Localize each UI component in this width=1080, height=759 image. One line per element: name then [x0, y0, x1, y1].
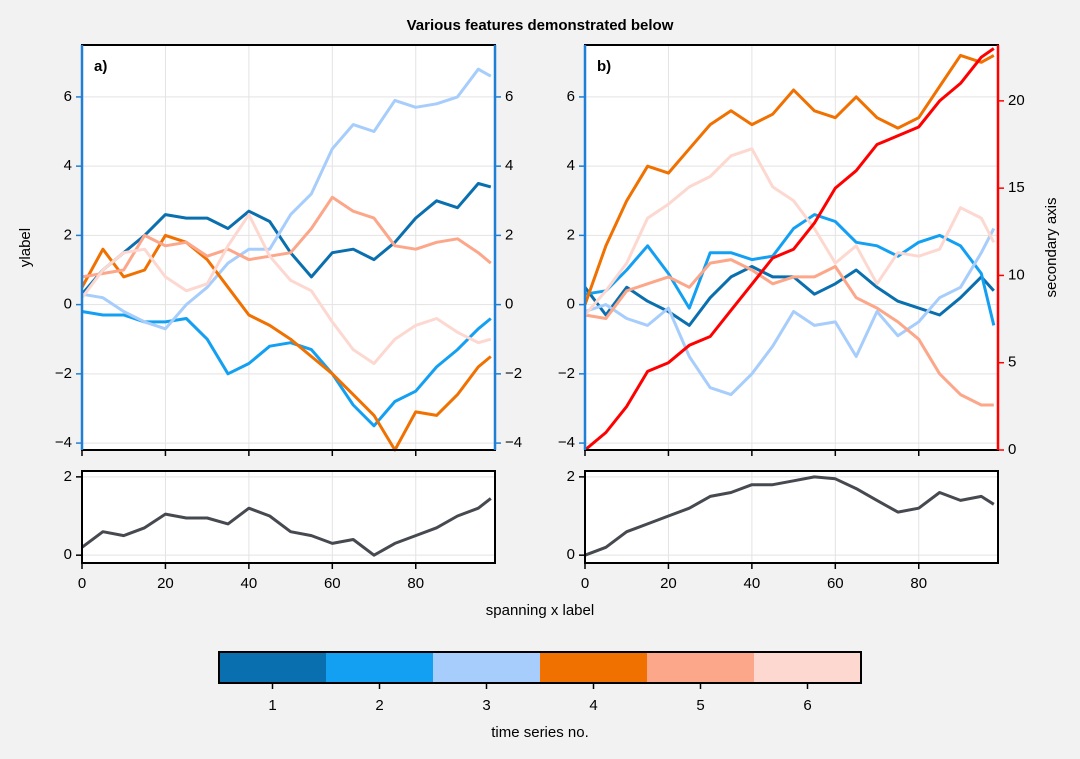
y2-tick-label: 20	[1008, 92, 1025, 109]
y-tick-label-right: 2	[505, 226, 513, 243]
y-tick-label-right: 0	[505, 296, 513, 313]
y-axis-label: ylabel	[17, 228, 34, 267]
panel-label: a)	[94, 58, 107, 75]
series-line	[584, 213, 996, 326]
y-tick-label: −2	[55, 365, 72, 382]
y-tick-label: 2	[567, 468, 575, 485]
y2-tick-label: 0	[1008, 441, 1016, 458]
y-tick-label: 2	[567, 226, 575, 243]
series-line	[584, 47, 995, 452]
series-line	[584, 258, 994, 407]
colorbar-label: time series no.	[491, 724, 589, 741]
y-tick-label: 6	[64, 88, 72, 105]
x-tick-label: 60	[827, 575, 844, 592]
y-tick-label: 2	[64, 468, 72, 485]
y-tick-label-right: 6	[505, 88, 513, 105]
x-tick-label: 60	[324, 575, 341, 592]
colorbar-segment	[754, 652, 862, 683]
panel-label: b)	[597, 58, 611, 75]
y2-tick-label: 10	[1008, 266, 1025, 283]
colorbar-tick-label: 4	[589, 697, 597, 714]
series-line	[81, 497, 492, 557]
colorbar-tick-label: 1	[268, 697, 276, 714]
y-tick-label: 4	[64, 157, 72, 174]
x-tick-label: 20	[157, 575, 174, 592]
frame	[584, 470, 999, 564]
colorbar-tick-label: 2	[375, 697, 383, 714]
x-tick-label: 0	[581, 575, 589, 592]
frame	[81, 470, 496, 564]
y-tick-label-right: 4	[505, 157, 513, 174]
y-tick-label: 6	[567, 88, 575, 105]
plot-area	[585, 471, 998, 563]
colorbar-tick-label: 5	[696, 697, 704, 714]
x-tick-label: 40	[241, 575, 258, 592]
y2-tick-label: 5	[1008, 354, 1016, 371]
series-line	[583, 147, 996, 316]
y-tick-label: −2	[558, 365, 575, 382]
colorbar-segment	[540, 652, 648, 683]
y-tick-label-right: −2	[505, 365, 522, 382]
colorbar-tick-label: 6	[803, 697, 811, 714]
y-tick-label: 2	[64, 226, 72, 243]
colorbar-segment	[326, 652, 434, 683]
y-tick-label-right: −4	[505, 434, 522, 451]
y-tick-label: −4	[558, 434, 575, 451]
x-tick-label: 80	[407, 575, 424, 592]
series-line	[584, 227, 996, 397]
series-line	[583, 53, 995, 306]
y-tick-label: 0	[567, 546, 575, 563]
y-tick-label: −4	[55, 434, 72, 451]
colorbar-frame	[218, 651, 862, 684]
x-tick-label: 20	[660, 575, 677, 592]
y-tick-label: 4	[567, 157, 575, 174]
y-tick-label: 0	[64, 546, 72, 563]
figure-title: Various features demonstrated below	[407, 17, 674, 34]
y2-axis-label: secondary axis	[1043, 197, 1060, 297]
colorbar-segment	[219, 652, 327, 683]
colorbar-segment	[433, 652, 541, 683]
series-line	[81, 310, 492, 428]
series-line	[584, 475, 995, 557]
series-line	[81, 67, 492, 331]
plot-area	[82, 471, 495, 563]
x-tick-label: 40	[744, 575, 761, 592]
x-tick-label: 0	[78, 575, 86, 592]
series-line	[80, 213, 492, 365]
y-tick-label: 0	[64, 296, 72, 313]
x-tick-label: 80	[910, 575, 927, 592]
colorbar-segment	[647, 652, 755, 683]
x-axis-label: spanning x label	[486, 602, 594, 619]
y-tick-label: 0	[567, 296, 575, 313]
colorbar-tick-label: 3	[482, 697, 490, 714]
y2-tick-label: 15	[1008, 179, 1025, 196]
series-line	[81, 195, 492, 279]
